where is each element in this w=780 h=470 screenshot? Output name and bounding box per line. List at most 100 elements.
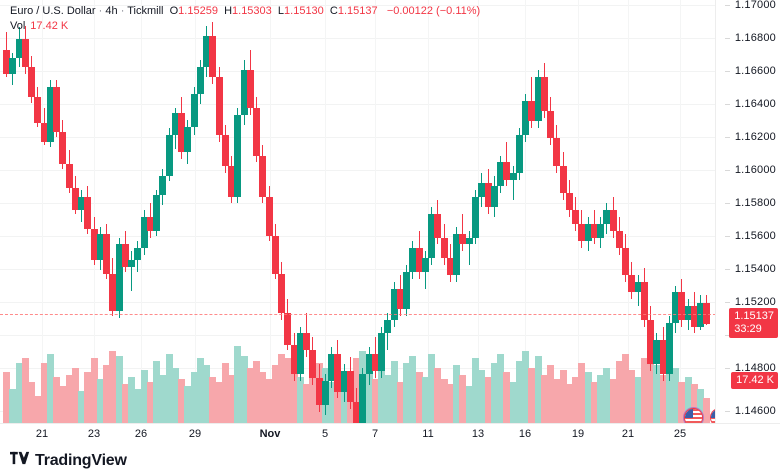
volume-bar xyxy=(471,358,479,424)
candlestick xyxy=(115,0,123,424)
price-tick-dash xyxy=(724,368,730,369)
candle-body xyxy=(115,244,123,312)
volume-bar xyxy=(59,386,67,424)
candle-body xyxy=(409,247,417,272)
candlestick xyxy=(184,0,192,424)
candle-body xyxy=(428,213,436,259)
candlestick xyxy=(484,0,492,424)
grid-line-vertical xyxy=(325,0,326,424)
candle-body xyxy=(128,259,136,267)
tradingview-logo[interactable]: TradingView xyxy=(10,451,127,470)
us-economic-event-1-flag-icon[interactable] xyxy=(684,408,703,424)
candlestick xyxy=(409,0,417,424)
candle-body xyxy=(359,374,367,424)
volume-bar xyxy=(365,365,373,424)
candle-body xyxy=(215,76,223,136)
volume-bar xyxy=(21,358,29,424)
last-price-badge[interactable]: 1.15137 33:29 xyxy=(729,308,778,338)
candle-body xyxy=(340,371,348,392)
candle-body xyxy=(672,292,680,324)
candle-body xyxy=(615,230,623,248)
candlestick xyxy=(490,0,498,424)
volume-bar xyxy=(684,377,692,424)
price-axis-tick-label: 1.16200 xyxy=(734,131,776,143)
candle-body xyxy=(53,87,61,132)
candle-body xyxy=(446,258,454,276)
candle-body xyxy=(271,235,279,274)
volume-bar xyxy=(497,353,504,424)
volume-bar xyxy=(159,374,167,424)
candle-body xyxy=(284,312,292,346)
candlestick xyxy=(259,0,267,424)
volume-bar xyxy=(71,367,79,424)
candlestick xyxy=(203,0,211,424)
candlestick xyxy=(209,0,217,424)
price-axis-tick: 1.16200 xyxy=(724,131,776,143)
volume-bar xyxy=(3,372,10,424)
candlestick xyxy=(615,0,623,424)
candle-body xyxy=(253,107,261,156)
price-axis-tick-label: 1.15400 xyxy=(734,263,776,275)
candle-body xyxy=(278,273,286,313)
candlestick xyxy=(271,0,279,424)
volume-bar xyxy=(121,384,129,424)
volume-bar xyxy=(628,369,636,424)
candlestick xyxy=(128,0,136,424)
volume-bar xyxy=(184,386,192,424)
us-economic-event-2-flag-icon[interactable] xyxy=(710,408,716,424)
volume-bar xyxy=(490,362,498,424)
grid-line-vertical xyxy=(195,0,196,424)
candle-body xyxy=(334,353,342,392)
price-axis-tick: 1.15200 xyxy=(724,296,776,308)
candle-body xyxy=(109,273,117,312)
volume-bar xyxy=(128,377,136,424)
price-axis-tick-label: 1.15600 xyxy=(734,230,776,242)
candlestick xyxy=(28,0,35,424)
price-axis-tick: 1.16800 xyxy=(724,32,776,44)
volume-bar xyxy=(34,395,42,424)
candle-body xyxy=(603,210,611,224)
candlestick xyxy=(497,0,504,424)
price-scale[interactable]: 1.17000 1.16800 1.16600 1.16400 1.16200 1.160… xyxy=(715,0,780,424)
volume-bar xyxy=(428,353,436,424)
time-scale[interactable]: 21 23 26 29 Nov 5 7 11 13 16 19 21 25 xyxy=(0,423,780,444)
candle-body xyxy=(440,237,448,259)
price-axis-tick-label: 1.15200 xyxy=(734,296,776,308)
volume-bar xyxy=(678,381,686,424)
candle-body xyxy=(678,292,686,320)
candlestick xyxy=(71,0,79,424)
candle-body xyxy=(134,247,142,260)
candle-body xyxy=(203,35,211,67)
candlestick xyxy=(340,0,348,424)
candle-body xyxy=(478,182,486,197)
candlestick xyxy=(253,0,261,424)
footer: TradingView xyxy=(0,444,780,470)
volume-bar xyxy=(9,388,17,424)
candle-body xyxy=(497,162,504,187)
volume-bar xyxy=(284,358,292,424)
candle-body xyxy=(522,100,530,136)
volume-value-badge[interactable]: 17.42 K xyxy=(731,372,778,389)
volume-bar xyxy=(640,358,648,424)
candle-body xyxy=(365,353,373,375)
candle-body xyxy=(209,35,217,77)
grid-line-vertical xyxy=(141,0,142,424)
candlestick xyxy=(153,0,161,424)
chart-frame[interactable]: Euro / U.S. Dollar · 4h · Tickmill O1.15… xyxy=(0,0,780,445)
volume-bar xyxy=(65,374,73,424)
volume-bar xyxy=(515,360,523,424)
candle-body xyxy=(15,39,23,59)
candlestick xyxy=(471,0,479,424)
time-axis-tick-label: 21 xyxy=(35,428,49,440)
price-axis-tick: 1.14600 xyxy=(724,405,776,417)
candlestick xyxy=(59,0,67,424)
candlestick xyxy=(622,0,630,424)
volume-bar xyxy=(390,360,398,424)
candlestick xyxy=(672,0,680,424)
grid-line-horizontal xyxy=(0,170,716,171)
bar-countdown-timer: 33:29 xyxy=(734,323,762,335)
price-tick-dash xyxy=(724,137,730,138)
price-chart-plot-area[interactable] xyxy=(0,0,716,424)
candle-body xyxy=(259,155,267,197)
